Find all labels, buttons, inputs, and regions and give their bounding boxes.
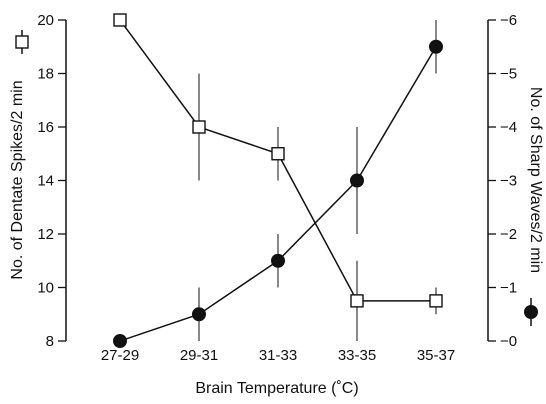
left-axis-title: No. of Dentate Spikes/2 min <box>9 80 26 279</box>
right-axis-tick-label: −1 <box>500 280 517 297</box>
x-axis-tick-label: 27-29 <box>101 347 139 364</box>
right-axis-tick-label: −4 <box>500 119 517 136</box>
series-line <box>119 46 437 342</box>
right-axis-tick-label: −3 <box>500 173 517 190</box>
left-axis-tick-label: 18 <box>37 66 54 83</box>
data-point <box>192 120 206 134</box>
left-axis-tick-label: 20 <box>37 12 54 29</box>
legend-open-square-marker <box>15 35 29 49</box>
data-point <box>429 294 443 308</box>
x-axis-title: Brain Temperature (˚C) <box>195 380 358 397</box>
left-axis-tick-label: 14 <box>37 173 54 190</box>
right-axis-tick-label: −5 <box>500 66 517 83</box>
left-axis-tick-label: 10 <box>37 280 54 297</box>
x-axis-tick-label: 33-35 <box>338 347 376 364</box>
data-point <box>350 173 364 188</box>
series-sharp-waves <box>113 20 443 348</box>
right-axis-tick-label: −0 <box>500 333 517 350</box>
left-axis-tick-label: 8 <box>46 333 54 350</box>
data-point <box>429 39 443 54</box>
series-dentate-spikes <box>113 13 443 341</box>
data-point <box>192 307 206 322</box>
x-axis-tick-label: 35-37 <box>417 347 455 364</box>
data-point <box>113 334 127 348</box>
right-axis-tick-label: −2 <box>500 226 517 243</box>
data-point <box>113 13 127 27</box>
right-axis-tick-label: −6 <box>500 12 517 29</box>
left-axis-tick-label: 12 <box>37 226 54 243</box>
data-point <box>350 294 364 308</box>
x-axis-tick-label: 31-33 <box>259 347 297 364</box>
right-axis-title: No. of Sharp Waves/2 min <box>527 87 544 273</box>
left-axis-tick-label: 16 <box>37 119 54 136</box>
series-layer <box>113 13 443 348</box>
legend-filled-circle-marker <box>524 305 538 319</box>
x-axis-tick-label: 29-31 <box>180 347 218 364</box>
axes: 8 10 12 14 16 18 20 −0 −1 −2 −3 −4 −5 −6 27-29 29-31 31-… <box>37 12 517 364</box>
data-point <box>271 147 285 161</box>
left-axis-legend-marker <box>15 30 29 54</box>
right-axis-legend-marker <box>524 298 538 326</box>
data-point <box>271 253 285 268</box>
